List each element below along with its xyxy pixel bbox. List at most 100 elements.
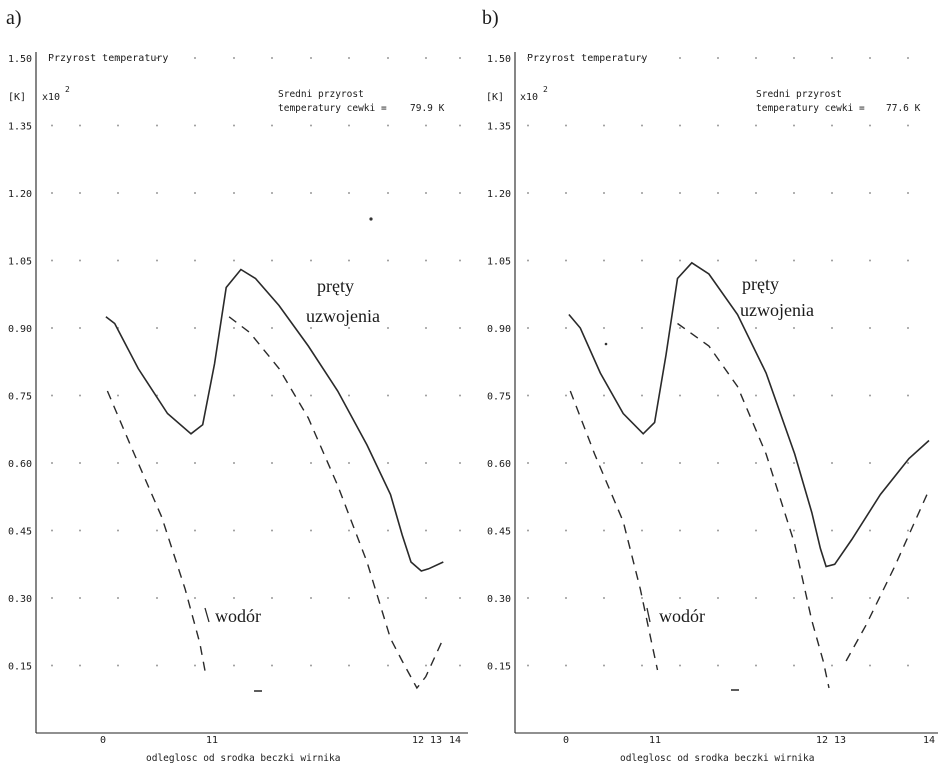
grid-dot — [233, 664, 235, 667]
grid-dot — [565, 394, 567, 397]
grid-dot — [194, 57, 196, 59]
grid-dot — [527, 192, 529, 194]
grid-dot — [79, 327, 81, 329]
grid-dot — [310, 57, 312, 59]
grid-dot — [79, 394, 81, 397]
grid-dot — [755, 597, 757, 599]
y-unit-label: [K] — [486, 92, 504, 103]
grid-dot — [603, 529, 605, 532]
grid-dot — [565, 57, 567, 59]
grid-dot — [425, 394, 427, 397]
grid-dot — [869, 327, 871, 329]
y-tick-label: 0.60 — [8, 459, 32, 470]
y-tick-label: 1.20 — [487, 189, 511, 200]
grid-dot — [271, 664, 273, 667]
grid-dot — [194, 529, 196, 532]
hydrogen-pointer — [204, 607, 210, 623]
grid-dot — [869, 529, 871, 532]
series-line-solid — [105, 268, 444, 572]
grid-dot — [869, 664, 871, 667]
annotation-value: 79.9 K — [410, 103, 445, 114]
grid-dot — [387, 192, 389, 194]
grid-dot — [51, 462, 53, 464]
y-tick-label: 0.30 — [487, 594, 511, 605]
grid-dot — [117, 462, 119, 464]
grid-dot — [755, 259, 757, 262]
grid-dot — [907, 462, 909, 464]
rods-label-line1: pręty — [742, 274, 779, 294]
grid-dot — [907, 124, 909, 127]
y-tick-labels: 1.50 1.35 1.20 1.05 0.90 0.75 0.60 0.45 0.30 0.15 — [8, 54, 32, 673]
grid-dot — [565, 664, 567, 667]
grid-dot — [641, 529, 643, 532]
grid-dot — [79, 597, 81, 599]
grid-dot — [679, 394, 681, 397]
grid-dot — [755, 664, 757, 667]
grid-dot — [603, 327, 605, 329]
grid-dot — [603, 192, 605, 194]
grid-dot — [233, 462, 235, 464]
grid-dot — [459, 259, 461, 262]
grid-dot — [156, 664, 158, 667]
grid-dot — [907, 529, 909, 532]
annotation-line2: temperatury cewki = — [278, 103, 387, 114]
grid-dot — [755, 57, 757, 59]
grid-dot — [310, 259, 312, 262]
x-tick-labels: 0 11 12 13 14 — [563, 735, 935, 746]
grid-dot — [156, 124, 158, 127]
grid-dot — [459, 597, 461, 599]
grid-dot — [348, 394, 350, 397]
grid-dot — [348, 327, 350, 329]
grid-dot — [831, 394, 833, 397]
grid-dot — [271, 327, 273, 329]
grid-dot — [117, 259, 119, 262]
grid-dot — [425, 57, 427, 59]
grid-dot — [717, 529, 719, 532]
grid-dot — [387, 597, 389, 599]
series-group — [568, 261, 930, 689]
grid-dot — [459, 57, 461, 59]
x-tick-label: 11 — [649, 735, 661, 746]
grid-dot — [641, 327, 643, 329]
grid-dots — [527, 57, 909, 667]
grid-dot — [310, 597, 312, 599]
grid-dot — [717, 57, 719, 59]
grid-dot — [117, 57, 119, 59]
grid-dot — [907, 664, 909, 667]
grid-dot — [387, 529, 389, 532]
grid-dot — [793, 192, 795, 194]
series-line-solid — [568, 261, 930, 568]
chart-panel-b: b) Przyrost temperatury [K] x10 2 Sredni… — [482, 7, 938, 764]
grid-dot — [310, 327, 312, 329]
grid-dot — [271, 124, 273, 127]
grid-dot — [233, 327, 235, 329]
grid-dot — [641, 394, 643, 397]
y-tick-label: 0.30 — [8, 594, 32, 605]
grid-dot — [271, 529, 273, 532]
grid-dot — [310, 664, 312, 667]
grid-dot — [793, 124, 795, 127]
grid-dot — [459, 327, 461, 329]
grid-dot — [348, 597, 350, 599]
grid-dot — [755, 529, 757, 532]
grid-dot — [869, 394, 871, 397]
grid-dot — [831, 597, 833, 599]
grid-dot — [869, 259, 871, 262]
grid-dot — [233, 124, 235, 127]
grid-dot — [831, 192, 833, 194]
y-tick-label: 1.20 — [8, 189, 32, 200]
grid-dot — [387, 57, 389, 59]
grid-dot — [310, 124, 312, 127]
grid-dot — [387, 327, 389, 329]
grid-dot — [831, 327, 833, 329]
grid-dot — [527, 597, 529, 599]
grid-dot — [679, 57, 681, 59]
grid-dot — [793, 327, 795, 329]
y-tick-label: 0.15 — [8, 662, 32, 673]
grid-dot — [79, 192, 81, 194]
y-unit-label: [K] — [8, 92, 26, 103]
y-tick-label: 0.90 — [487, 324, 511, 335]
grid-dot — [641, 124, 643, 127]
grid-dot — [679, 664, 681, 667]
grid-dot — [459, 124, 461, 127]
